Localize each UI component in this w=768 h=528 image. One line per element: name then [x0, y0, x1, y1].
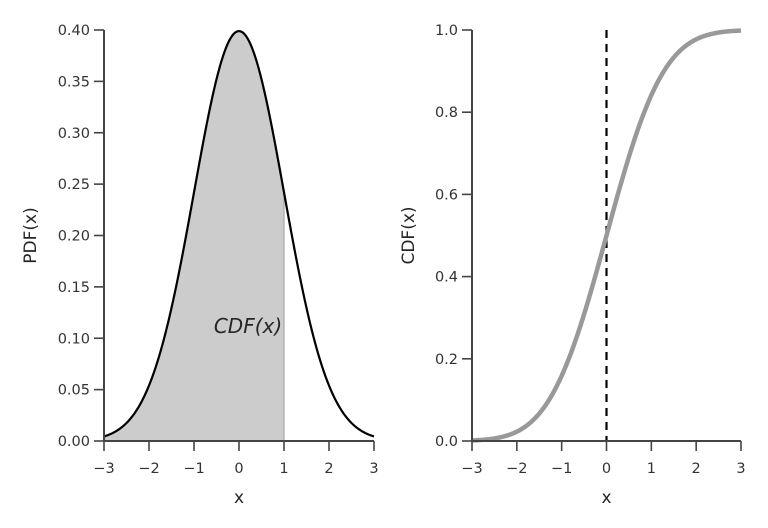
y-tick-label: 0.25 — [58, 177, 90, 193]
y-tick-label: 0.0 — [435, 434, 458, 450]
cdf-shaded-area — [104, 31, 284, 442]
y-tick-label: 1.0 — [435, 23, 458, 39]
x-tick-label: 3 — [736, 461, 745, 477]
x-tick-label: 0 — [602, 461, 611, 477]
y-tick-label: 0.05 — [58, 383, 90, 399]
cdf-annotation: CDF(x) — [214, 314, 282, 338]
y-tick-label: 0.10 — [58, 331, 90, 347]
y-tick-label: 0.40 — [58, 23, 90, 39]
y-tick-label: 0.4 — [435, 270, 458, 286]
x-tick-label: −1 — [551, 461, 572, 477]
cdf-axes: 0.0 0.2 0.4 0.6 0.8 1.0 −3 −2 −1 0 1 2 3 — [435, 23, 746, 477]
x-tick-label: −1 — [183, 461, 204, 477]
x-tick-label: 0 — [234, 461, 243, 477]
y-tick-label: 0.6 — [435, 187, 458, 203]
x-tick-label: −2 — [138, 461, 159, 477]
y-tick-label: 0.35 — [58, 74, 90, 90]
pdf-curve — [103, 29, 375, 438]
y-tick-label: 0.00 — [58, 434, 90, 450]
y-tick-label: 0.8 — [435, 105, 458, 121]
cdf-curve — [471, 28, 742, 443]
cdf-x-axis-label: x — [601, 488, 611, 508]
y-tick-label: 0.30 — [58, 126, 90, 142]
pdf-x-axis-label: x — [234, 488, 244, 508]
x-tick-label: 2 — [692, 461, 701, 477]
pdf-y-axis-label: PDF(x) — [21, 207, 41, 263]
x-tick-label: −2 — [506, 461, 527, 477]
x-tick-label: 2 — [324, 461, 333, 477]
cdf-y-axis-label: CDF(x) — [399, 206, 419, 264]
x-tick-label: 3 — [369, 461, 378, 477]
pdf-axes: 0.00 0.05 0.10 0.15 0.20 0.25 0.30 0.35 0.40 −3 −2… — [58, 23, 379, 477]
x-tick-label: 1 — [647, 461, 656, 477]
cdf-chart: 0.0 0.2 0.4 0.6 0.8 1.0 −3 −2 −1 0 1 2 3 x CDF(x) — [399, 23, 746, 508]
x-tick-label: −3 — [461, 461, 482, 477]
pdf-chart: 0.00 0.05 0.10 0.15 0.20 0.25 0.30 0.35 0.40 −3 −2… — [21, 23, 379, 508]
x-tick-label: 1 — [279, 461, 288, 477]
y-tick-label: 0.15 — [58, 280, 90, 296]
y-tick-label: 0.2 — [435, 352, 458, 368]
y-tick-label: 0.20 — [58, 229, 90, 245]
x-tick-label: −3 — [93, 461, 114, 477]
